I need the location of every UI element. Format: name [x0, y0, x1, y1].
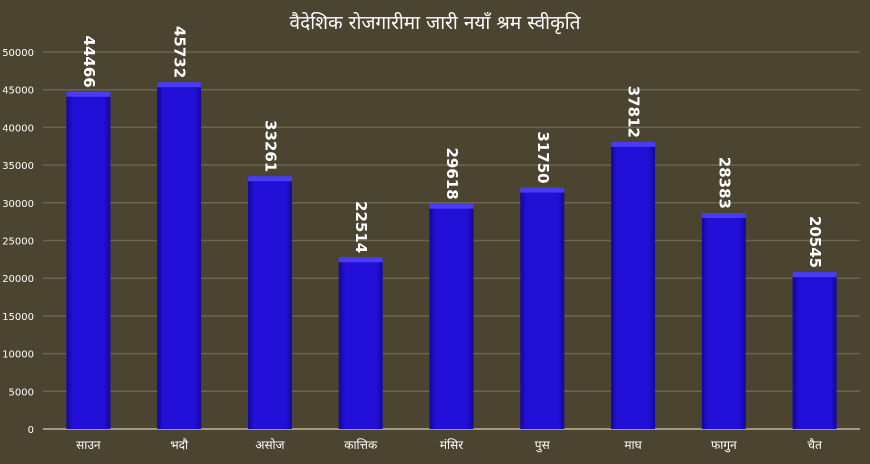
x-tick-label: फागुन — [711, 438, 737, 453]
data-label: 37812 — [625, 86, 643, 138]
bar — [157, 84, 202, 429]
bar — [701, 214, 746, 429]
x-tick-label: चैत — [807, 438, 823, 452]
bar-top — [338, 257, 383, 263]
data-label: 20545 — [806, 216, 824, 268]
bar-top — [66, 91, 111, 97]
bar — [66, 93, 111, 430]
x-tick-label: कात्तिक — [344, 438, 378, 452]
bar — [520, 189, 565, 429]
bar-top — [701, 212, 746, 218]
data-label: 45732 — [171, 26, 189, 78]
y-tick-label: 15000 — [2, 312, 34, 323]
x-tick-label: भदौ — [170, 438, 189, 452]
data-label: 44466 — [80, 36, 98, 88]
x-tick-label: मंसिर — [440, 438, 464, 452]
y-tick-label: 30000 — [2, 199, 34, 210]
bar — [792, 274, 837, 429]
y-tick-label: 25000 — [2, 237, 34, 248]
x-tick-label: माघ — [624, 438, 642, 452]
chart-title: वैदेशिक रोजगारीमा जारी नयाँ श्रम स्वीकृत… — [290, 11, 582, 35]
bar — [338, 259, 383, 429]
data-label: 28383 — [715, 157, 733, 209]
y-tick-label: 5000 — [9, 387, 34, 398]
y-tick-label: 50000 — [2, 48, 34, 59]
bar-top — [429, 203, 474, 209]
bar — [611, 143, 656, 429]
x-tick-label: असोज — [255, 438, 285, 452]
y-tick-label: 10000 — [2, 350, 34, 361]
data-label: 29618 — [443, 147, 461, 199]
data-label: 33261 — [261, 120, 279, 172]
x-tick-label: पुस — [535, 438, 551, 453]
y-tick-label: 40000 — [2, 123, 34, 134]
bar-top — [792, 272, 837, 278]
y-tick-label: 0 — [28, 425, 34, 436]
bar-top — [611, 141, 656, 147]
y-tick-label: 35000 — [2, 161, 34, 172]
bar-top — [247, 176, 292, 182]
y-tick-label: 45000 — [2, 86, 34, 97]
data-label: 22514 — [352, 201, 370, 253]
bar — [247, 178, 292, 429]
y-tick-label: 20000 — [2, 274, 34, 285]
bar-top — [157, 82, 202, 88]
x-tick-label: साउन — [76, 438, 101, 452]
bar-top — [520, 187, 565, 193]
bar — [429, 205, 474, 429]
data-label: 31750 — [534, 131, 552, 183]
